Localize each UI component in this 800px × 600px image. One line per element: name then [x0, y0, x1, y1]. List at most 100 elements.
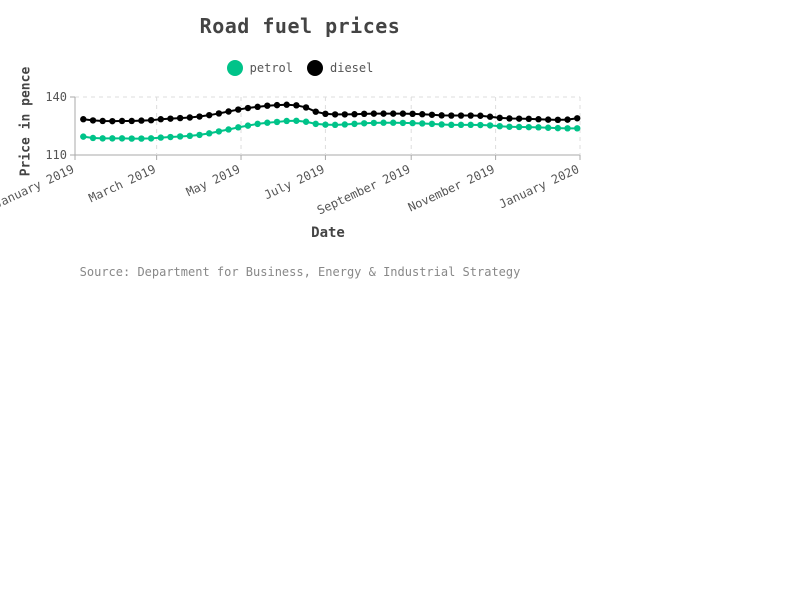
data-point-diesel [535, 116, 542, 123]
data-point-petrol [293, 117, 300, 124]
data-point-petrol [564, 125, 571, 132]
data-point-petrol [486, 122, 494, 129]
data-point-petrol [254, 120, 261, 128]
data-point-petrol [457, 121, 465, 129]
x-tick-label: November 2019 [406, 162, 497, 214]
data-point-petrol [109, 135, 116, 142]
data-point-diesel [89, 117, 97, 124]
data-point-petrol [390, 119, 397, 126]
data-point-diesel [283, 101, 290, 108]
legend-swatch-petrol [226, 60, 243, 76]
data-point-petrol [176, 133, 184, 140]
data-point-diesel [254, 103, 261, 111]
data-point-petrol [515, 123, 523, 131]
x-tick-label: January 2020 [497, 162, 581, 211]
data-point-petrol [409, 119, 416, 127]
data-point-petrol [225, 126, 232, 133]
data-point-petrol [128, 135, 135, 142]
data-point-petrol [196, 131, 203, 139]
data-point-diesel [167, 115, 174, 122]
data-point-diesel [244, 104, 252, 112]
data-point-petrol [331, 121, 339, 129]
legend-label-petrol: petrol [249, 61, 293, 75]
data-point-petrol [477, 121, 484, 129]
legend-item-diesel[interactable]: diesel [307, 60, 373, 76]
data-point-diesel [215, 110, 223, 117]
data-point-diesel [544, 116, 552, 123]
series-line-diesel [83, 103, 578, 123]
data-point-petrol [438, 121, 445, 128]
data-point-petrol [525, 123, 533, 131]
data-point-petrol [448, 121, 455, 129]
data-point-diesel [438, 112, 445, 119]
x-axis-label: Date [311, 225, 345, 241]
x-tick-label: March 2019 [87, 162, 158, 205]
data-point-diesel [486, 113, 494, 120]
data-point-petrol [80, 133, 87, 140]
data-point-diesel [370, 110, 378, 117]
data-point-petrol [544, 124, 552, 131]
data-point-petrol [244, 122, 252, 129]
data-point-diesel [448, 112, 455, 119]
data-point-petrol [419, 120, 426, 127]
data-point-diesel [147, 117, 155, 124]
legend: petrol diesel [0, 60, 600, 76]
data-point-diesel [312, 108, 319, 115]
data-point-petrol [399, 119, 407, 127]
data-point-petrol [186, 132, 194, 140]
data-point-petrol [554, 124, 562, 132]
data-point-petrol [380, 119, 387, 126]
data-point-diesel [176, 114, 184, 122]
data-point-diesel [496, 114, 503, 122]
data-point-diesel [360, 110, 368, 118]
source-note: Source: Department for Business, Energy … [79, 265, 521, 279]
data-point-diesel [341, 111, 348, 118]
data-point-petrol [535, 124, 542, 131]
x-tick-label: July 2019 [262, 162, 327, 202]
data-point-diesel [390, 110, 397, 117]
data-point-diesel [225, 108, 232, 115]
data-point-diesel [302, 104, 310, 111]
data-point-petrol [341, 121, 348, 128]
legend-swatch-diesel [307, 60, 323, 76]
data-point-petrol [351, 120, 358, 128]
data-point-diesel [554, 116, 562, 124]
data-point-diesel [264, 102, 271, 109]
data-point-diesel [419, 111, 426, 118]
data-point-diesel [109, 117, 116, 125]
data-point-diesel [506, 115, 513, 122]
data-point-petrol [467, 121, 474, 129]
data-point-petrol [99, 135, 106, 142]
series-line-petrol [83, 119, 578, 140]
data-point-diesel [564, 116, 571, 123]
data-point-petrol [215, 128, 223, 135]
data-point-diesel [186, 114, 194, 121]
data-point-petrol [496, 122, 503, 130]
data-point-diesel [157, 116, 164, 123]
data-point-petrol [360, 120, 368, 127]
data-point-diesel [515, 115, 523, 122]
data-point-petrol [138, 135, 145, 142]
data-point-petrol [206, 130, 213, 137]
data-point-petrol [264, 119, 271, 126]
data-point-petrol [167, 133, 174, 141]
data-point-diesel [351, 111, 358, 118]
data-point-diesel [118, 117, 126, 125]
data-point-diesel [399, 110, 407, 117]
data-point-diesel [80, 116, 87, 123]
data-point-diesel [477, 112, 484, 119]
legend-item-petrol[interactable]: petrol [226, 60, 293, 76]
data-point-petrol [302, 118, 310, 125]
data-point-diesel [380, 110, 387, 117]
data-point-diesel [574, 115, 581, 122]
data-point-diesel [99, 117, 106, 125]
data-point-diesel [467, 112, 474, 119]
data-point-petrol [428, 120, 436, 128]
data-point-diesel [331, 111, 339, 118]
data-point-petrol [370, 119, 378, 127]
data-point-petrol [574, 125, 581, 132]
data-point-diesel [206, 111, 213, 119]
data-point-diesel [138, 117, 145, 124]
